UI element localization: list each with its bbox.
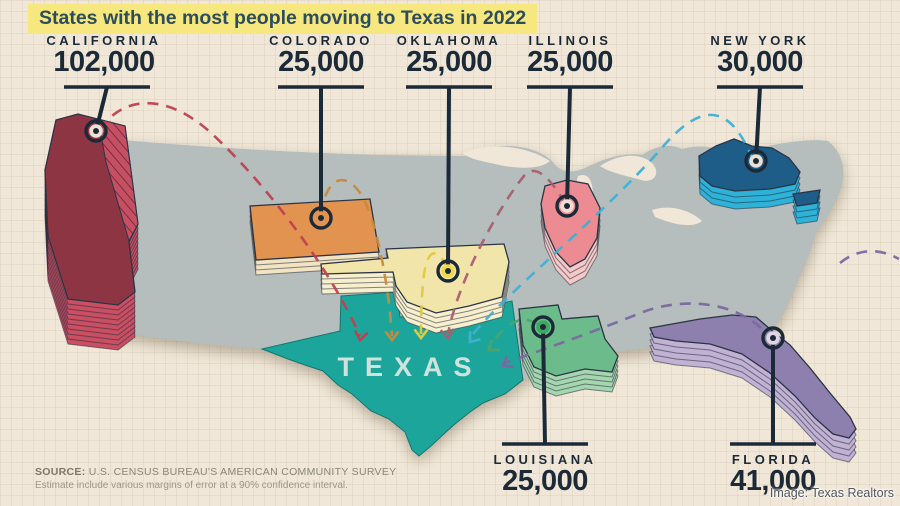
- colorado-pin: [309, 206, 333, 230]
- source-text: U.S. CENSUS BUREAU'S AMERICAN COMMUNITY …: [88, 466, 397, 478]
- colorado-name: COLORADO: [269, 33, 373, 48]
- source-note: SOURCE: U.S. CENSUS BUREAU'S AMERICAN CO…: [35, 466, 396, 491]
- new-york-leader-line: [754, 86, 762, 162]
- florida-pin: [761, 326, 785, 350]
- state-florida-stack: [649, 314, 857, 463]
- illinois-value: 25,000: [527, 46, 613, 78]
- oklahoma-value: 25,000: [406, 46, 492, 78]
- new-york-name: NEW YORK: [710, 33, 810, 48]
- california-arc: [98, 101, 362, 337]
- florida-label: FLORIDA 41,000: [730, 452, 816, 496]
- louisiana-label: LOUISIANA 25,000: [494, 452, 597, 496]
- state-california-stack: [44, 113, 139, 351]
- florida-arc-tail: [839, 249, 900, 265]
- source-label: SOURCE:: [35, 466, 86, 478]
- colorado-value: 25,000: [278, 46, 364, 78]
- source-line1: SOURCE: U.S. CENSUS BUREAU'S AMERICAN CO…: [35, 466, 396, 478]
- florida-name: FLORIDA: [731, 452, 815, 467]
- new-york-value: 30,000: [717, 46, 803, 78]
- lake-huron: [600, 155, 657, 181]
- louisiana-value: 25,000: [502, 465, 588, 497]
- oklahoma-arrowhead: [413, 328, 429, 341]
- colorado-arrowhead: [384, 330, 400, 343]
- oklahoma-leader-line: [446, 86, 451, 272]
- illinois-arrowhead: [439, 328, 455, 341]
- florida-value: 41,000: [730, 465, 816, 497]
- illinois-name: ILLINOIS: [528, 33, 612, 48]
- california-value: 102,000: [53, 46, 155, 78]
- illinois-pin: [555, 194, 579, 218]
- illinois-leader-line: [565, 86, 572, 207]
- louisiana-arrowhead: [487, 339, 500, 352]
- callout-lines: [64, 85, 816, 446]
- oklahoma-label: OKLAHOMA 25,000: [397, 33, 502, 77]
- source-line2: Estimate include various margins of erro…: [35, 480, 348, 491]
- oklahoma-name: OKLAHOMA: [396, 33, 502, 48]
- illinois-label: ILLINOIS 25,000: [527, 33, 613, 77]
- florida-arrowhead: [501, 355, 514, 369]
- lake-superior: [462, 146, 550, 168]
- texas-arrowheads: [353, 328, 514, 369]
- new-york-arrowhead: [468, 331, 481, 344]
- new-york-label: NEW YORK 30,000: [710, 33, 809, 77]
- california-pin: [84, 119, 108, 143]
- colorado-label: COLORADO 25,000: [269, 33, 373, 77]
- louisiana-name: LOUISIANA: [493, 452, 597, 467]
- california-leader-line: [94, 86, 109, 132]
- colorado-arc: [319, 178, 394, 337]
- louisiana-pin: [531, 315, 555, 339]
- state-pins: [84, 119, 785, 350]
- california-label: CALIFORNIA 102,000: [46, 33, 161, 77]
- california-name: CALIFORNIA: [46, 33, 162, 48]
- lake-erie: [652, 207, 702, 226]
- california-bevel: [97, 118, 139, 243]
- louisiana-leader-line: [541, 326, 547, 445]
- oklahoma-pin: [436, 259, 460, 283]
- page-title: States with the most people moving to Te…: [28, 4, 538, 34]
- new-york-pin: [744, 149, 768, 173]
- texas-label: TEXAS: [337, 352, 482, 382]
- image-credit: Image: Texas Realtors: [769, 486, 894, 500]
- california-arrowhead: [353, 329, 369, 343]
